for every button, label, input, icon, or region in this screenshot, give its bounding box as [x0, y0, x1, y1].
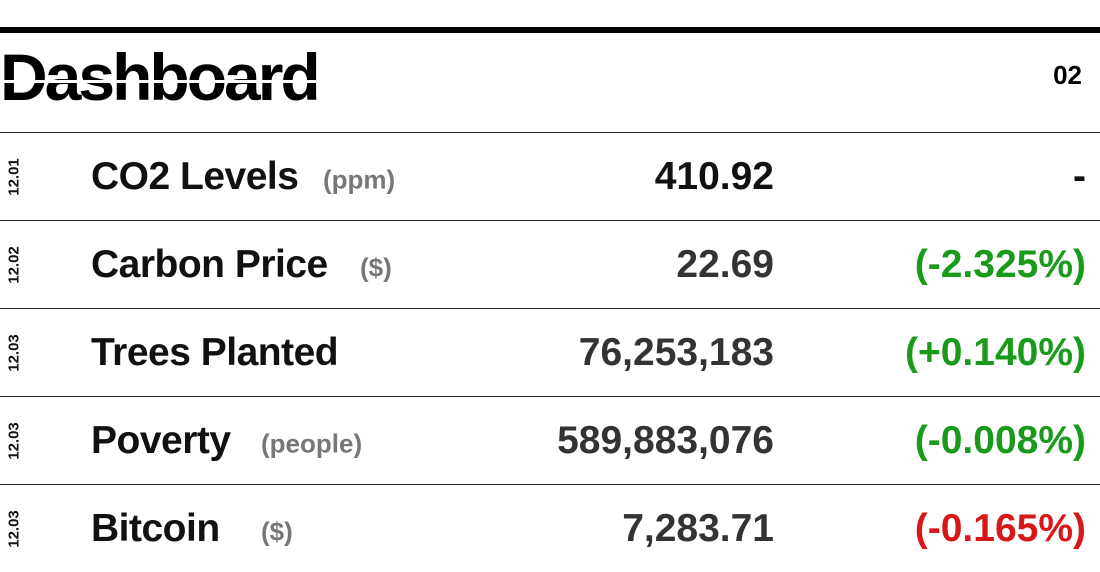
row-value: 7,283.71: [622, 506, 774, 550]
row-unit: ($): [261, 516, 293, 547]
table-row-co2-levels: 12.01 CO2 Levels (ppm) 410.92 -: [0, 132, 1100, 220]
table-row-carbon-price: 12.02 Carbon Price ($) 22.69 (-2.325%): [0, 220, 1100, 308]
table-row-poverty: 12.03 Poverty (people) 589,883,076 (-0.0…: [0, 396, 1100, 484]
row-change: (-0.165%): [914, 506, 1086, 550]
row-change: (+0.140%): [904, 330, 1086, 374]
row-date: 12.01: [5, 157, 23, 196]
row-value: 22.69: [676, 242, 774, 286]
row-change: -: [1073, 154, 1086, 198]
row-change: (-0.008%): [914, 418, 1086, 462]
page-number: 02: [1053, 60, 1082, 90]
row-value: 410.92: [654, 154, 774, 198]
row-label: Trees Planted: [91, 330, 339, 374]
row-value: 76,253,183: [578, 330, 774, 374]
row-unit: (people): [261, 428, 363, 459]
row-date: 12.03: [5, 509, 23, 548]
row-date: 12.03: [5, 333, 23, 372]
top-rule: [0, 27, 1100, 33]
row-date: 12.02: [5, 245, 23, 284]
row-unit: ($): [360, 252, 392, 283]
page-title: Dashboard: [0, 40, 321, 114]
row-label: CO2 Levels: [91, 154, 299, 198]
row-unit: (ppm): [323, 164, 396, 195]
row-change: (-2.325%): [914, 242, 1086, 286]
row-label: Bitcoin: [91, 506, 220, 550]
table-row-trees-planted: 12.03 Trees Planted 76,253,183 (+0.140%): [0, 308, 1100, 396]
row-label: Carbon Price: [91, 242, 328, 286]
table-row-bitcoin: 12.03 Bitcoin ($) 7,283.71 (-0.165%): [0, 484, 1100, 572]
metrics-table: 12.01 CO2 Levels (ppm) 410.92 - 12.02 Ca…: [0, 132, 1100, 572]
row-date: 12.03: [5, 421, 23, 460]
row-value: 589,883,076: [557, 418, 774, 462]
row-label: Poverty: [91, 418, 231, 462]
